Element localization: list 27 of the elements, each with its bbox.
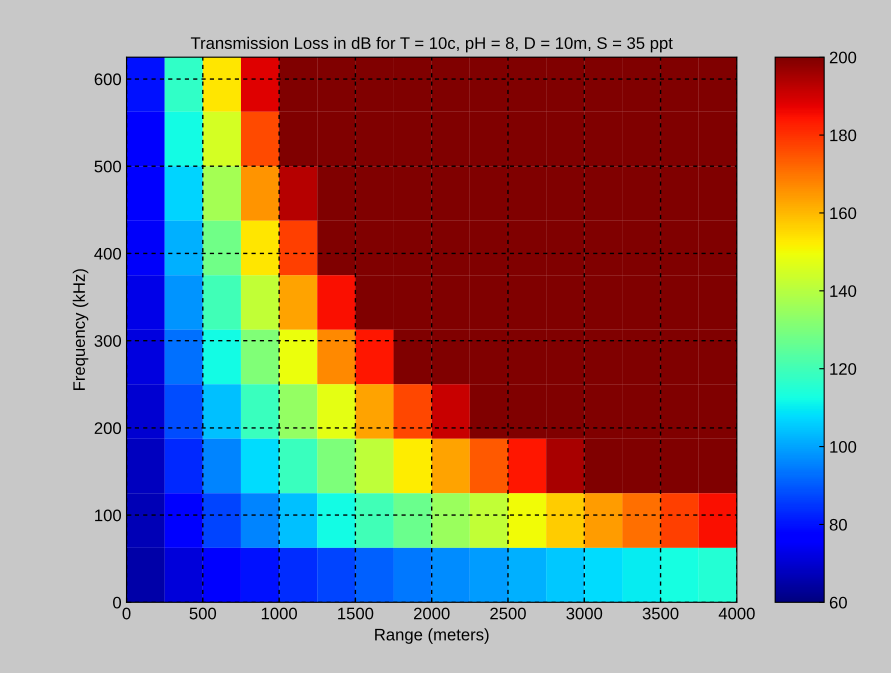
y-tick-label: 0 xyxy=(113,596,122,609)
color-bar-label: 60 xyxy=(830,596,847,609)
y-tick-label: 100 xyxy=(95,510,122,522)
x-axis-title: Range (meters) xyxy=(375,628,489,644)
color-bar-label: 100 xyxy=(830,440,856,453)
color-bar-label: 180 xyxy=(830,129,856,142)
color-bar-label: 160 xyxy=(830,207,856,220)
x-tick-label: 3500 xyxy=(642,608,678,620)
x-tick-label: 3000 xyxy=(566,608,602,620)
color-bar-label: 120 xyxy=(830,363,856,375)
y-tick-label: 500 xyxy=(94,160,122,172)
y-tick-label: 200 xyxy=(94,422,122,434)
color-bar-label: 140 xyxy=(830,285,856,298)
chart-title: Transmission Loss in dB for T = 10c, pH = 8, D = 10m, S = 35 ppt xyxy=(190,36,673,52)
x-tick-label: 2500 xyxy=(490,608,526,620)
y-tick-label: 600 xyxy=(94,73,122,86)
color-bar-label: 80 xyxy=(830,518,847,531)
y-axis-title: Frequency (kHz) xyxy=(72,269,88,390)
x-tick-label: 1000 xyxy=(262,608,297,620)
color-bar-label: 200 xyxy=(830,52,856,64)
x-tick-label: 1500 xyxy=(338,608,374,620)
x-tick-label: 500 xyxy=(190,608,216,620)
x-tick-label: 4000 xyxy=(718,608,755,620)
x-tick-label: 2000 xyxy=(414,608,450,620)
y-tick-label: 400 xyxy=(94,248,122,260)
y-tick-label: 300 xyxy=(94,335,122,347)
x-tick-label: 0 xyxy=(122,608,131,620)
